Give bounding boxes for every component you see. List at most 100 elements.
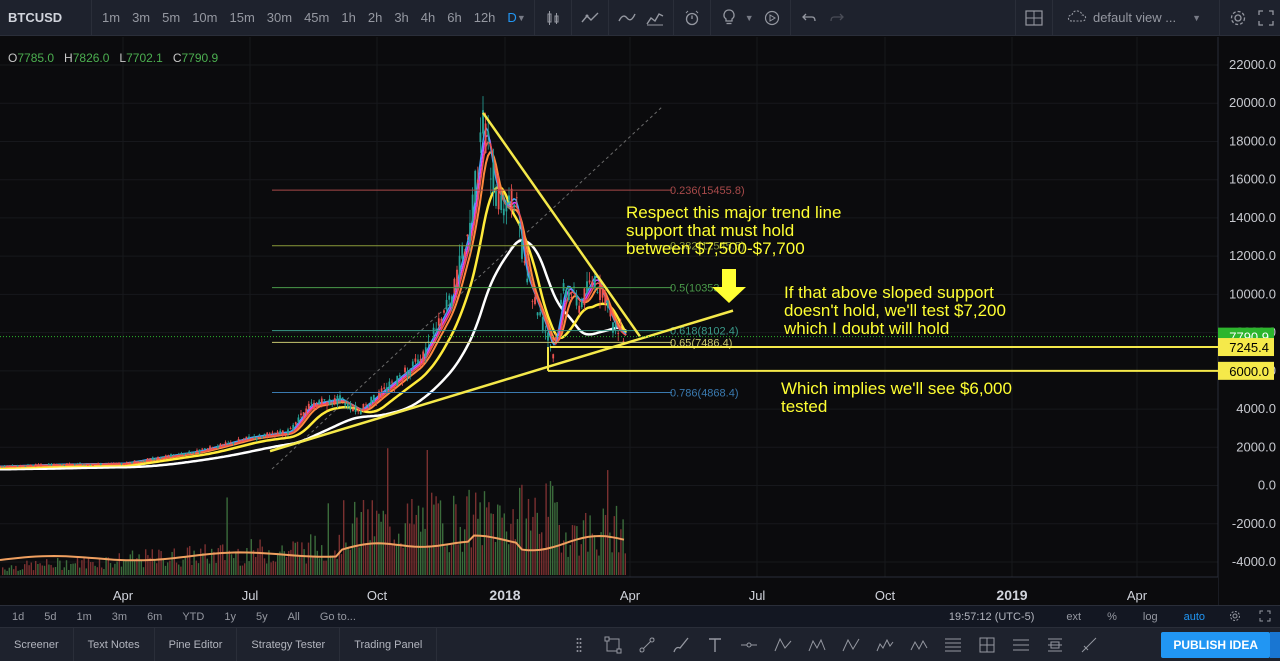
candle-body — [599, 281, 601, 300]
fib-retracement-icon[interactable] — [936, 628, 970, 661]
goto-button[interactable]: Go to... — [319, 610, 356, 623]
interval-15m[interactable]: 15m — [229, 9, 255, 25]
xabcd-pattern-icon[interactable] — [800, 628, 834, 661]
interval-3m[interactable]: 3m — [132, 9, 151, 25]
fullscreen-icon[interactable] — [1252, 0, 1280, 36]
redo-icon[interactable] — [823, 0, 851, 36]
range-1d[interactable]: 1d — [12, 610, 25, 623]
volume-bar — [373, 536, 376, 575]
candle-body — [544, 331, 547, 333]
candle-body — [310, 402, 313, 404]
drag-handle-icon[interactable] — [562, 628, 596, 661]
fib-level-label: 0.382(12545.5) — [670, 241, 745, 253]
volume-bar — [477, 518, 479, 575]
abcd-pattern-icon[interactable] — [834, 628, 868, 661]
ext-toggle[interactable]: ext — [1066, 611, 1082, 623]
interval-4h[interactable]: 4h — [420, 9, 436, 25]
undo-icon[interactable] — [795, 0, 823, 36]
panel-tab-text-notes[interactable]: Text Notes — [74, 627, 155, 661]
candle-body — [151, 457, 154, 461]
range-5y[interactable]: 5y — [255, 610, 268, 623]
interval-dropdown-icon[interactable]: ▼ — [516, 12, 526, 23]
volume-bar — [336, 558, 338, 575]
publish-dropdown[interactable] — [1270, 632, 1280, 658]
range-ytd[interactable]: YTD — [182, 610, 205, 623]
templates-icon[interactable] — [641, 0, 669, 36]
interval-3h[interactable]: 3h — [394, 9, 409, 25]
volume-bar — [442, 523, 444, 575]
publish-idea-button[interactable]: PUBLISH IDEA — [1161, 632, 1270, 658]
volume-bar — [545, 483, 547, 575]
volume-bar — [345, 542, 347, 575]
measure-icon[interactable] — [1072, 628, 1106, 661]
volume-bar — [213, 551, 215, 575]
candle-body — [97, 462, 100, 464]
volume-bar — [464, 529, 466, 575]
replay-icon[interactable] — [758, 0, 786, 36]
rectangle-tool-icon[interactable] — [596, 628, 630, 661]
candle-body — [326, 401, 328, 407]
trend-line-tool-icon[interactable] — [630, 628, 664, 661]
candle-body — [240, 440, 243, 442]
layout-icon[interactable] — [1020, 0, 1048, 36]
interval-1m[interactable]: 1m — [102, 9, 121, 25]
interval-6h[interactable]: 6h — [447, 9, 462, 25]
candles-icon[interactable] — [539, 0, 567, 36]
horizontal-line-tool-icon[interactable] — [732, 628, 766, 661]
volume-bar — [186, 547, 189, 575]
range-1y[interactable]: 1y — [224, 610, 236, 623]
brush-tool-icon[interactable] — [664, 628, 698, 661]
cloud-icon — [1067, 9, 1087, 26]
interval-2h[interactable]: 2h — [367, 9, 383, 25]
bulb-dropdown-icon[interactable]: ▼ — [744, 12, 754, 23]
chart-pane[interactable]: 22000.0 20000.0 18000.0 16000.0 14000.0 12000… — [0, 37, 1280, 605]
interval-d[interactable]: D — [507, 9, 517, 25]
alert-icon[interactable] — [678, 0, 706, 36]
text-tool-icon[interactable] — [698, 628, 732, 661]
gann-icon[interactable] — [1004, 628, 1038, 661]
range-3m[interactable]: 3m — [111, 610, 128, 623]
volume-bar — [178, 564, 180, 575]
interval-12h[interactable]: 12h — [473, 9, 496, 25]
interval-45m[interactable]: 45m — [304, 9, 330, 25]
indicators-icon[interactable] — [576, 0, 604, 36]
range-1m[interactable]: 1m — [76, 610, 92, 623]
volume-bar — [285, 557, 288, 575]
settings-icon[interactable] — [1224, 0, 1252, 36]
panel-tab-screener[interactable]: Screener — [0, 627, 74, 661]
price-chart[interactable]: 22000.0 20000.0 18000.0 16000.0 14000.0 12000… — [0, 37, 1280, 605]
panel-tab-strategy-tester[interactable]: Strategy Tester — [237, 627, 341, 661]
symbol-search[interactable]: BTCUSD — [0, 0, 92, 36]
interval-5m[interactable]: 5m — [162, 9, 181, 25]
maximize-icon[interactable] — [1250, 610, 1280, 625]
interval-10m[interactable]: 10m — [192, 9, 218, 25]
compare-icon[interactable] — [613, 0, 641, 36]
pitchfork-icon[interactable] — [970, 628, 1004, 661]
volume-bar — [490, 513, 492, 575]
time-tick-label: Apr — [620, 588, 641, 603]
auto-toggle[interactable]: auto — [1183, 611, 1205, 623]
log-toggle[interactable]: log — [1142, 611, 1158, 623]
volume-bar — [486, 507, 488, 575]
candle-body — [34, 464, 37, 467]
range-all[interactable]: All — [287, 610, 300, 623]
bulb-icon[interactable] — [715, 0, 743, 36]
prediction-icon[interactable] — [1038, 628, 1072, 661]
candle-body — [29, 464, 32, 467]
chart-settings-icon[interactable] — [1220, 610, 1250, 625]
pattern-tool-icon[interactable] — [766, 628, 800, 661]
range-5d[interactable]: 5d — [44, 610, 57, 623]
volume-bar — [292, 541, 294, 575]
percent-toggle[interactable]: % — [1107, 611, 1117, 623]
panel-tab-trading-panel[interactable]: Trading Panel — [340, 627, 438, 661]
candle-body — [489, 178, 492, 180]
panel-tab-pine-editor[interactable]: Pine Editor — [155, 627, 238, 661]
elliott-wave-icon[interactable] — [868, 628, 902, 661]
interval-1h[interactable]: 1h — [341, 9, 356, 25]
interval-30m[interactable]: 30m — [266, 9, 293, 25]
layout-name-menu[interactable]: default view ... ▼ — [1057, 9, 1215, 26]
cycle-lines-icon[interactable] — [902, 628, 936, 661]
candle-body — [118, 462, 120, 464]
range-6m[interactable]: 6m — [147, 610, 163, 623]
candle-body — [229, 442, 232, 443]
